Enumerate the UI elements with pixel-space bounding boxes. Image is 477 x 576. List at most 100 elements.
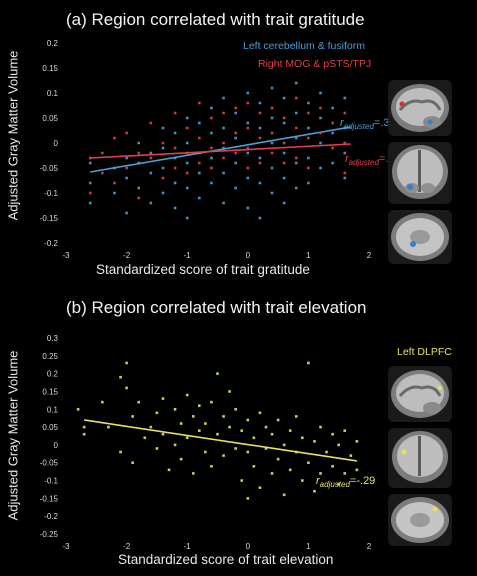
data-point [131, 461, 134, 465]
data-point [179, 457, 183, 461]
data-point [204, 422, 207, 425]
data-point [307, 181, 310, 185]
data-point [125, 176, 128, 180]
data-point [307, 126, 310, 130]
data-point [258, 136, 262, 140]
panel-a: (a) Region correlated with trait gratitu… [6, 10, 452, 277]
data-point [210, 400, 213, 404]
data-point [319, 425, 322, 429]
data-point [161, 191, 165, 195]
data-point [198, 404, 201, 408]
data-point [113, 191, 116, 195]
data-point [276, 418, 280, 422]
data-point [343, 141, 347, 145]
legend-item-cerebellum: Left cerebellum & fusiform [243, 40, 365, 52]
y-tick-label: 0 [54, 139, 59, 148]
data-point [258, 486, 262, 489]
data-point [282, 121, 286, 125]
data-point [282, 151, 286, 155]
data-point [270, 131, 274, 135]
data-point [252, 464, 256, 468]
data-point [246, 146, 250, 150]
y-tick-label: 0 [54, 441, 59, 450]
data-point [173, 206, 177, 210]
data-point [319, 91, 322, 95]
data-point [246, 121, 250, 125]
data-point [282, 96, 286, 100]
data-point [294, 126, 298, 130]
data-point [331, 161, 334, 165]
data-point [276, 457, 280, 461]
data-point [282, 141, 286, 145]
data-point [258, 411, 262, 415]
data-point [349, 454, 353, 457]
data-point [288, 429, 292, 432]
data-point [88, 161, 92, 165]
x-tick-label: -3 [62, 542, 70, 551]
data-point [270, 106, 274, 110]
x-tick-label: -3 [62, 251, 70, 260]
y-tick-label: -0.25 [40, 530, 59, 539]
data-point [161, 141, 165, 145]
y-tick-label: 0.1 [47, 405, 59, 414]
data-point [294, 415, 298, 418]
data-point [88, 201, 92, 205]
data-point [282, 161, 286, 165]
data-point [173, 111, 177, 115]
data-point [210, 464, 213, 468]
fit-line [90, 126, 351, 173]
data-point [258, 161, 262, 165]
y-tick-label: 0.15 [42, 64, 58, 73]
data-point [119, 450, 122, 454]
data-point [319, 106, 322, 110]
data-point [76, 407, 80, 411]
data-point [307, 101, 310, 105]
data-point [185, 161, 189, 165]
legend-item-dlpfc: Left DLPFC [397, 346, 452, 358]
x-tick-label: -1 [184, 542, 192, 551]
data-point [173, 407, 177, 411]
brain-axial-image-b [388, 494, 452, 546]
data-point [161, 432, 165, 436]
data-point [246, 101, 250, 105]
data-point [246, 206, 250, 210]
data-point [149, 151, 153, 155]
data-point [125, 361, 128, 365]
data-point [246, 418, 250, 422]
data-point [240, 429, 244, 432]
data-point [222, 454, 225, 457]
legend-item-mog: Right MOG & pSTS/TPJ [258, 58, 372, 70]
data-point [294, 111, 298, 115]
data-point [343, 171, 347, 175]
data-point [149, 201, 153, 205]
data-point [125, 131, 128, 135]
data-point [185, 216, 189, 220]
data-point [222, 171, 225, 175]
data-point [294, 186, 298, 190]
data-point [294, 136, 298, 140]
panel-a-title: (a) Region correlated with trait gratitu… [66, 10, 365, 29]
data-point [198, 121, 201, 125]
y-tick-label: -0.1 [44, 477, 58, 486]
data-point [191, 415, 195, 418]
y-tick-label: -0.05 [40, 164, 59, 173]
data-point [222, 156, 225, 160]
brain-sagittal-image-b [388, 366, 452, 422]
data-point [246, 450, 250, 454]
data-point [264, 425, 268, 429]
data-point [234, 161, 237, 165]
data-point [119, 375, 122, 379]
data-point [301, 436, 304, 440]
data-point [343, 96, 347, 100]
data-point [331, 146, 334, 150]
data-point [258, 216, 262, 220]
data-point [355, 468, 359, 472]
x-tick-label: 0 [246, 542, 251, 551]
data-point [113, 181, 116, 185]
x-tick-label: -2 [123, 542, 131, 551]
y-tick-label: -0.1 [44, 189, 58, 198]
data-point [173, 166, 177, 170]
data-point [185, 171, 189, 175]
data-point [319, 131, 322, 135]
data-point [331, 432, 334, 436]
